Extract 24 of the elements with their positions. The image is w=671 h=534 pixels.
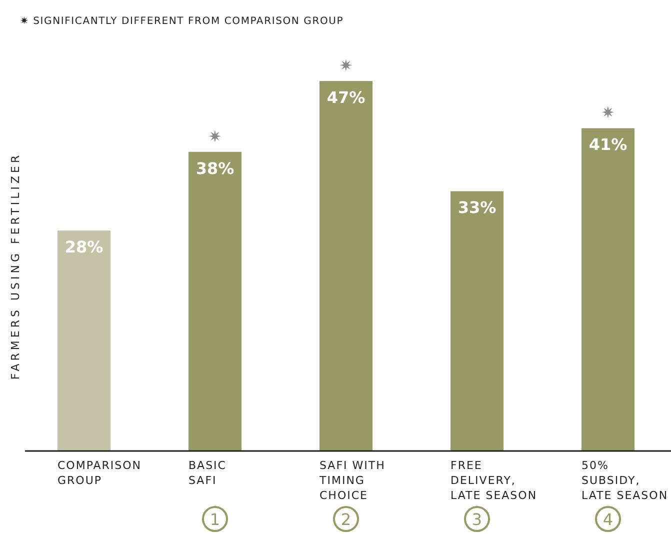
text: 4 xyxy=(602,510,614,529)
text: 1 xyxy=(210,510,220,529)
annotation: ✷ xyxy=(208,126,222,146)
bar xyxy=(320,81,372,451)
text: 3 xyxy=(472,510,482,529)
data-label: 38% xyxy=(196,158,234,178)
bar xyxy=(188,152,242,451)
x-tick-label: COMPARISON GROUP xyxy=(58,459,142,487)
x-tick-label: SAFI WITH TIMING CHOICE xyxy=(318,459,386,502)
data-label: 33% xyxy=(458,198,496,218)
text: 2 xyxy=(340,510,352,529)
annotation: ✷ xyxy=(601,103,615,122)
x-tick-label: FREE DELIVERY, LATE SEASON xyxy=(450,459,538,502)
data-label: 28% xyxy=(64,238,104,257)
annotation: ✷ xyxy=(339,56,353,75)
x-tick-label: 50% SUBSIDY, LATE SEASON xyxy=(582,459,668,502)
x-tick-label: BASIC SAFI xyxy=(188,459,226,487)
bar xyxy=(58,230,110,451)
y-axis-title: FARMERS USING FERTILIZER xyxy=(9,152,22,380)
bar xyxy=(582,128,634,451)
data-label: 41% xyxy=(588,135,628,154)
bar xyxy=(450,191,504,451)
text: ✷ SIGNIFICANTLY DIFFERENT FROM COMPARISON GROUP xyxy=(20,16,344,27)
data-label: 47% xyxy=(326,88,366,107)
